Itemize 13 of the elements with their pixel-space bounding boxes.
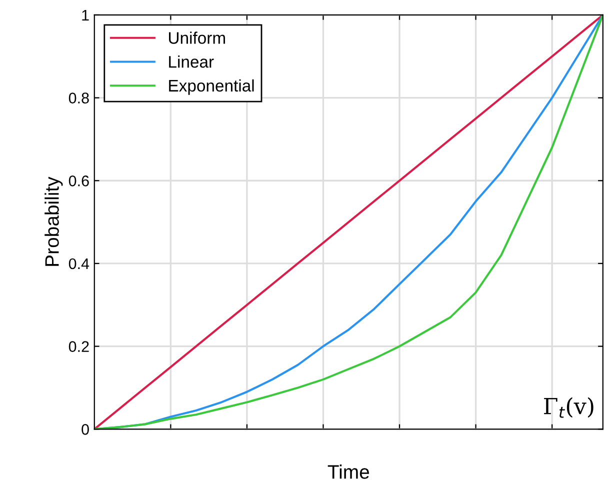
annotation: Γ$_{t}$(v) — [544, 397, 594, 418]
x-axis-title: Time — [328, 464, 370, 479]
y-tick-label: 0.6 — [68, 176, 89, 186]
y-tick-label: 1 — [82, 10, 89, 21]
y-tick-label: 0 — [82, 424, 89, 435]
y-tick-label: 0.4 — [68, 258, 90, 270]
legend-label: Exponential — [169, 79, 254, 95]
legend-label: Linear — [169, 56, 214, 68]
y-tick-label: 0.8 — [68, 92, 89, 104]
y-tick-label: 0.2 — [68, 341, 89, 352]
line-series — [94, 14, 603, 430]
y-axis-title: Probability — [44, 176, 63, 266]
legend-label: Uniform — [169, 32, 225, 44]
